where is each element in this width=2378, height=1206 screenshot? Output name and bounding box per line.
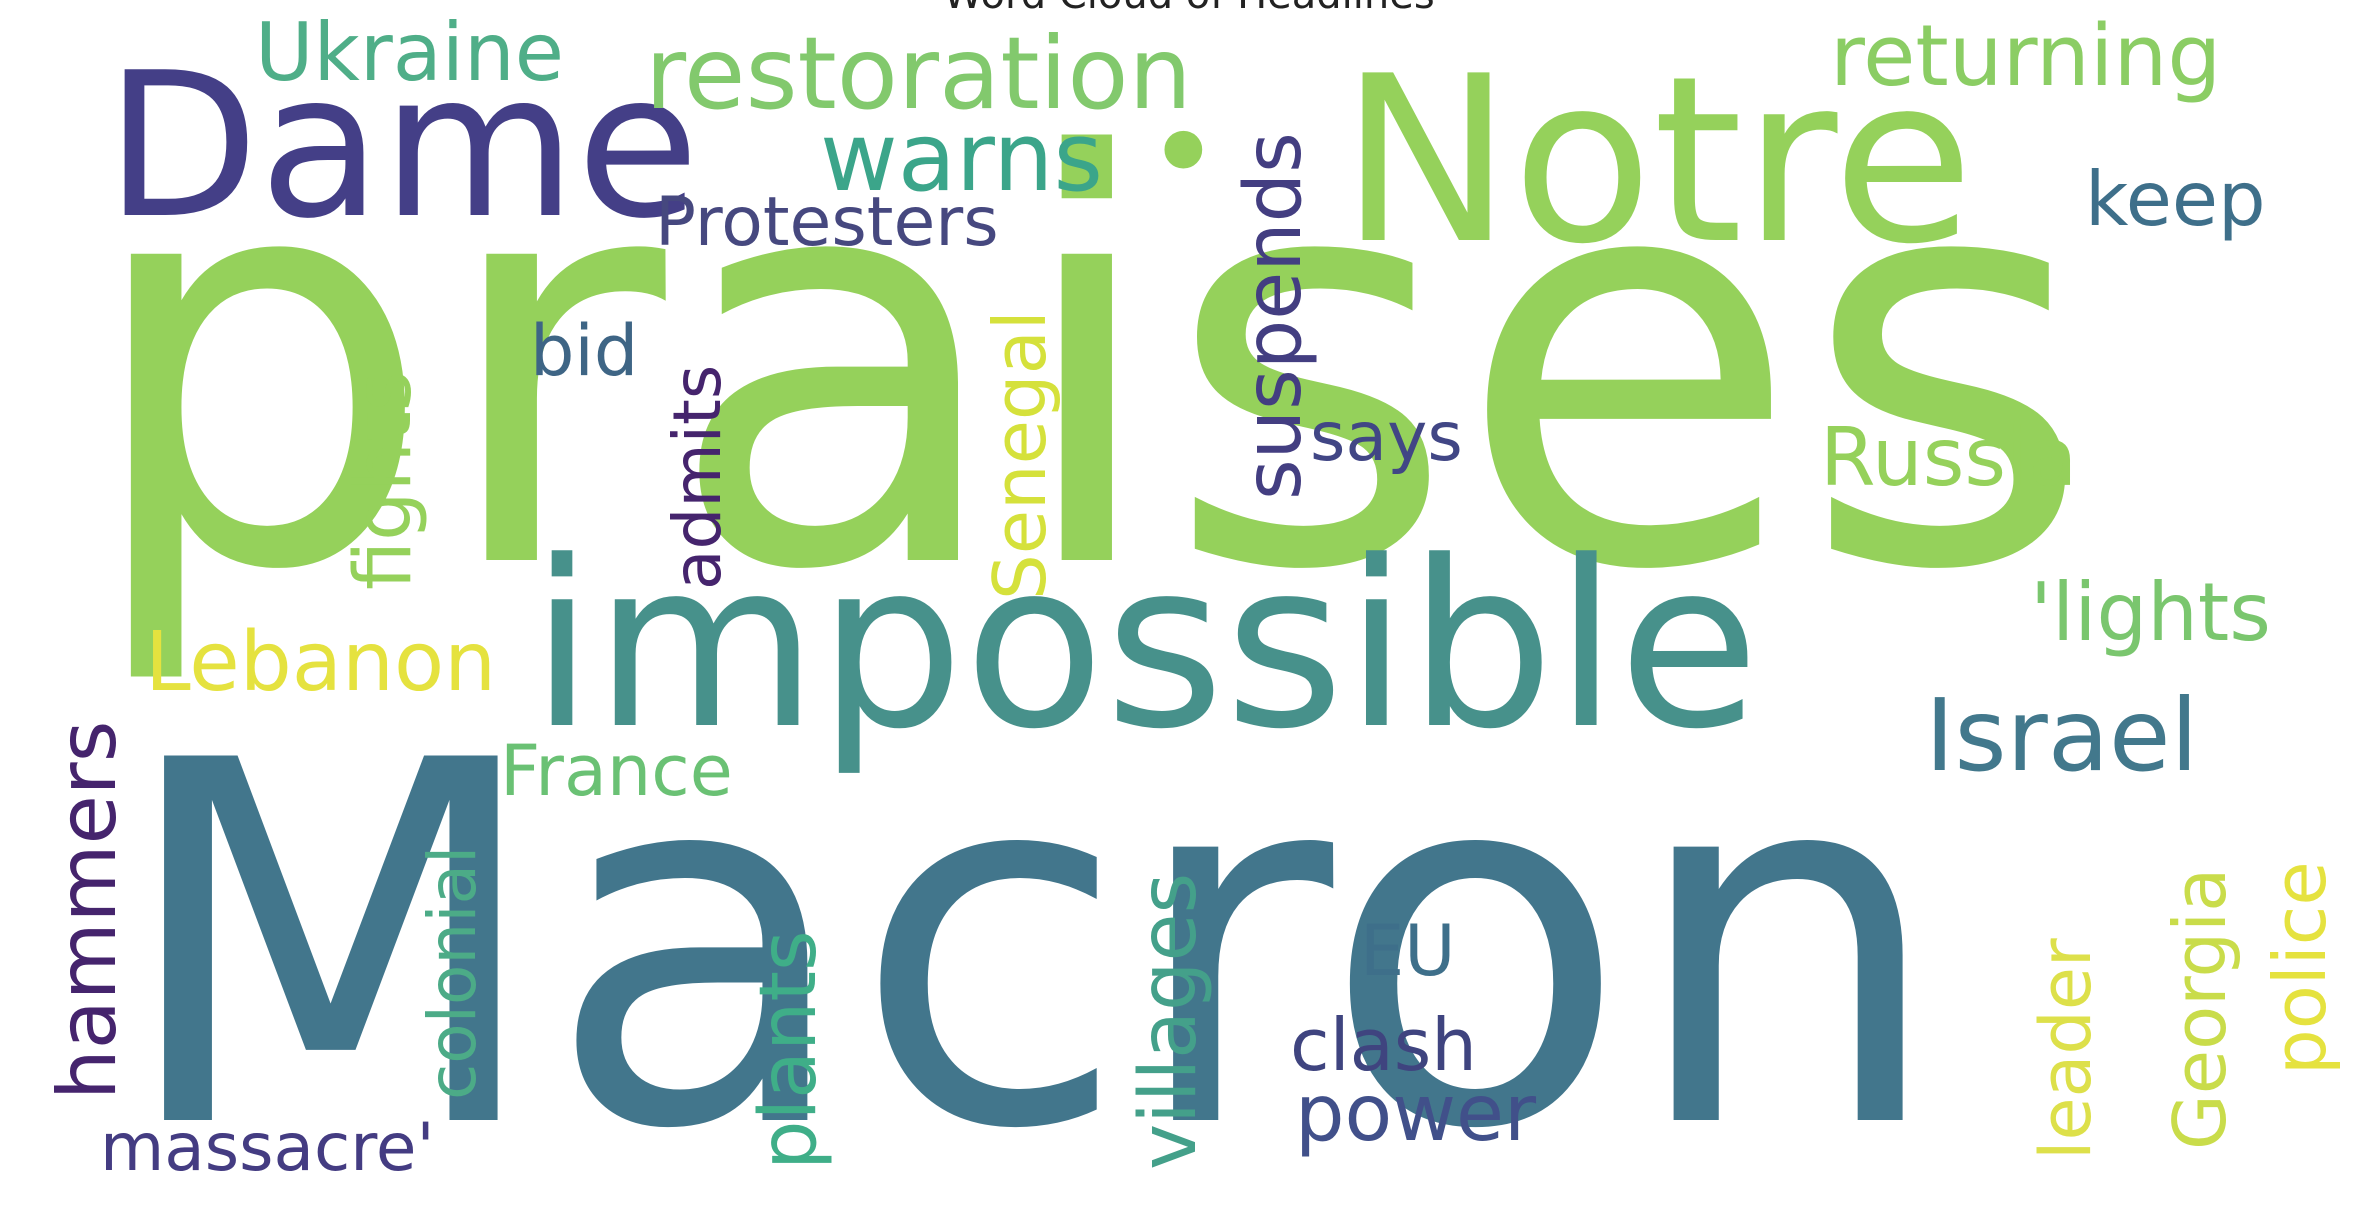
word-massacre: massacre' bbox=[100, 1109, 435, 1186]
word-notre: Notre bbox=[1340, 28, 1974, 295]
word-eu: EU bbox=[1360, 910, 1455, 992]
word-bid: bid bbox=[530, 310, 638, 392]
word-clash: clash bbox=[1290, 1003, 1477, 1087]
word-returning: returning bbox=[1830, 7, 2221, 106]
word-france: France bbox=[500, 730, 733, 812]
word-suspends: suspends bbox=[1229, 132, 1319, 500]
word-praises: praises bbox=[80, 41, 2093, 693]
word-warns: warns bbox=[820, 103, 1103, 213]
word-keep: keep bbox=[2085, 155, 2266, 243]
word-israel: Israel bbox=[1925, 677, 2198, 794]
chart-title: Word Cloud of Headlines bbox=[0, 0, 2378, 18]
word-impossible: impossible bbox=[530, 513, 1760, 780]
word-senegal: Senegal bbox=[978, 310, 1062, 600]
word-macron: Macron bbox=[115, 656, 1945, 1206]
word-dame: Dame bbox=[105, 30, 699, 263]
word-georgia: Georgia bbox=[2158, 868, 2242, 1150]
word-villages: villages bbox=[1124, 873, 1214, 1170]
word-protesters: Protesters bbox=[655, 183, 999, 262]
word-plants: plants bbox=[744, 930, 834, 1170]
word-admits: admits bbox=[659, 365, 736, 590]
word-restoration: restoration bbox=[645, 15, 1192, 132]
word-fights: fights bbox=[339, 371, 429, 590]
word-russia: Russia bbox=[1820, 411, 2077, 504]
word-police: police bbox=[2258, 861, 2342, 1075]
word-hammers: hammers bbox=[41, 721, 134, 1100]
word-lebanon: Lebanon bbox=[145, 615, 496, 710]
word-lights: 'lights bbox=[2030, 566, 2271, 659]
word-power: power bbox=[1295, 1069, 1537, 1159]
word-ukraine: Ukraine bbox=[255, 6, 564, 99]
word-leader: leader bbox=[2025, 938, 2107, 1160]
word-: • bbox=[1145, 77, 1222, 229]
word-says: says bbox=[1310, 398, 1463, 477]
word-colonial: colonial bbox=[414, 846, 491, 1100]
